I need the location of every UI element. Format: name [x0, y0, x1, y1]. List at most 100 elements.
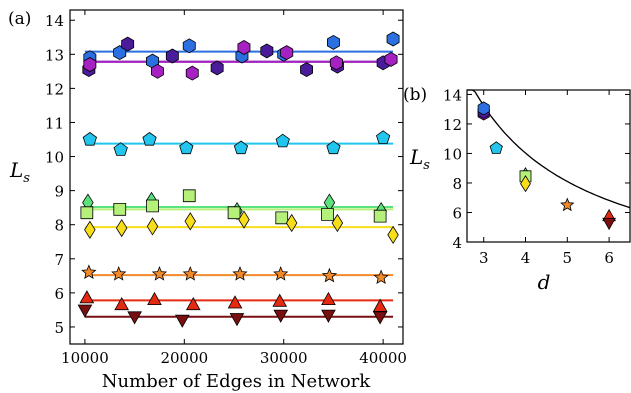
- y-tick-label: 5: [54, 319, 64, 337]
- data-point: [260, 43, 274, 59]
- data-point: [185, 296, 201, 311]
- panel-a-xlabel: Number of Edges in Network: [102, 371, 371, 392]
- y-tick-label: 6: [54, 285, 64, 303]
- y-tick-label: 7: [54, 251, 64, 269]
- data-point: [113, 202, 127, 216]
- y-tick-label: 10: [443, 145, 462, 163]
- data-point: [146, 199, 159, 213]
- x-tick-label: 4: [521, 249, 531, 267]
- data-point: [233, 140, 249, 155]
- data-point: [285, 213, 298, 233]
- data-point: [602, 217, 616, 231]
- panel-a-label: (a): [8, 9, 31, 29]
- data-point: [82, 132, 97, 146]
- panel-a-frame: [69, 9, 404, 345]
- y-tick-label: 8: [54, 217, 64, 235]
- data-point: [121, 36, 135, 52]
- data-point: [83, 57, 97, 72]
- y-tick-label: 12: [45, 80, 64, 98]
- data-point: [146, 217, 159, 236]
- data-point: [321, 267, 338, 283]
- data-point: [373, 209, 387, 223]
- data-point: [184, 212, 196, 231]
- x-tick-label: 5: [563, 249, 573, 267]
- data-point: [331, 213, 344, 233]
- x-tick-label: 20000: [160, 349, 208, 367]
- y-tick-label: 4: [452, 234, 462, 252]
- y-tick-label: 10: [45, 149, 64, 167]
- data-point: [115, 218, 128, 238]
- data-point: [275, 133, 290, 148]
- data-point: [477, 101, 490, 116]
- y-tick-label: 14: [443, 86, 462, 104]
- data-point: [329, 55, 343, 71]
- panel-b-label: (b): [403, 85, 427, 105]
- data-point: [185, 65, 199, 81]
- x-tick-label: 3: [479, 249, 489, 267]
- data-point: [81, 264, 97, 279]
- data-point: [376, 130, 391, 144]
- data-point: [326, 34, 340, 50]
- panel-b-xlabel: d: [538, 270, 551, 294]
- y-tick-label: 12: [443, 116, 462, 134]
- data-point: [77, 304, 93, 318]
- data-point: [560, 197, 575, 212]
- data-point: [489, 141, 503, 154]
- data-point: [147, 291, 162, 306]
- data-point: [142, 132, 157, 146]
- x-tick-label: 30000: [260, 349, 308, 367]
- y-tick-label: 13: [45, 46, 64, 64]
- data-point: [114, 296, 129, 311]
- y-tick-label: 14: [45, 12, 64, 30]
- data-point: [373, 269, 389, 285]
- data-point: [321, 309, 336, 323]
- data-point: [79, 290, 95, 304]
- data-point: [229, 313, 245, 327]
- data-point: [300, 62, 314, 78]
- data-point: [210, 60, 224, 76]
- data-point: [273, 266, 289, 281]
- data-point: [127, 311, 142, 325]
- data-point: [84, 220, 96, 239]
- x-tick-label: 10000: [61, 349, 109, 367]
- data-point: [321, 208, 334, 221]
- data-point: [182, 189, 196, 203]
- data-point: [232, 266, 248, 281]
- data-point: [520, 175, 531, 193]
- data-point: [387, 225, 399, 245]
- data-point: [275, 211, 289, 225]
- data-point: [238, 210, 250, 229]
- data-point: [179, 140, 194, 155]
- data-point: [273, 309, 289, 323]
- data-point: [165, 48, 179, 64]
- data-point: [150, 63, 164, 79]
- data-point: [384, 51, 398, 67]
- y-tick-label: 9: [54, 183, 64, 201]
- data-point: [182, 266, 198, 281]
- panel-b-ylabel: Ls: [409, 145, 430, 173]
- data-point: [175, 314, 190, 328]
- data-point: [272, 293, 288, 307]
- data-point: [151, 266, 168, 281]
- data-point: [386, 31, 400, 47]
- panel-b-frame: [466, 89, 631, 243]
- data-point: [227, 295, 243, 309]
- y-tick-label: 6: [452, 204, 462, 222]
- panel-a: (a) Ls Number of Edges in Network 10000 2…: [8, 9, 407, 392]
- fit-curve: [467, 89, 631, 209]
- panel-a-ylabel: Ls: [9, 158, 30, 186]
- data-point: [80, 206, 94, 220]
- data-point: [372, 311, 388, 325]
- data-point: [237, 40, 251, 55]
- data-point: [280, 45, 294, 61]
- y-tick-label: 8: [452, 175, 462, 193]
- y-tick-label: 11: [45, 114, 64, 132]
- data-point: [111, 266, 127, 281]
- data-point: [321, 291, 336, 306]
- x-tick-label: 6: [604, 249, 614, 267]
- data-point: [113, 142, 128, 156]
- data-point: [326, 140, 341, 155]
- data-point: [227, 206, 241, 220]
